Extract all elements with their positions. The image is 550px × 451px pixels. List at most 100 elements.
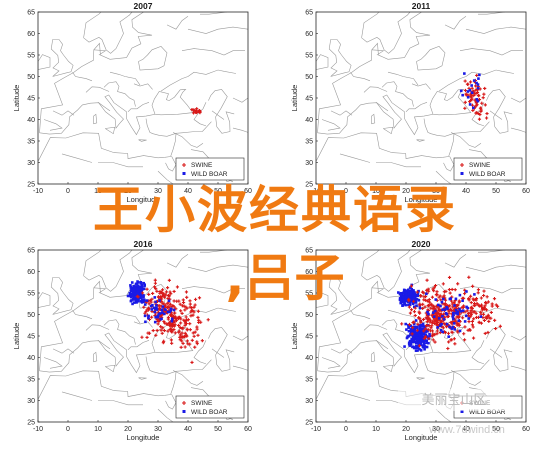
swine-marker	[470, 323, 475, 327]
wild-boar-marker	[446, 307, 449, 310]
y-tick-label: 25	[27, 420, 35, 427]
swine-marker	[183, 319, 187, 323]
swine-marker	[170, 330, 174, 334]
y-axis-label: Latitude	[12, 323, 21, 350]
wild-boar-marker	[405, 293, 408, 297]
swine-marker	[427, 337, 431, 341]
border-line	[157, 408, 174, 422]
swine-marker	[400, 322, 404, 326]
wild-boar-marker	[403, 289, 407, 292]
swine-marker	[172, 324, 176, 328]
swine-marker	[169, 338, 173, 342]
wild-boar-marker	[417, 298, 421, 302]
wild-boar-marker	[451, 317, 455, 321]
border-line	[61, 391, 93, 401]
wild-boar-marker	[452, 313, 455, 317]
y-tick-label: 35	[305, 139, 313, 146]
swine-marker	[429, 306, 433, 310]
wild-boar-marker	[167, 299, 171, 303]
swine-marker	[461, 316, 465, 320]
swine-marker	[486, 300, 490, 304]
x-tick-label: 20	[124, 426, 132, 433]
y-tick-label: 40	[27, 355, 35, 362]
swine-marker	[431, 304, 435, 308]
wild-boar-marker	[161, 311, 164, 315]
y-tick-label: 45	[305, 334, 313, 341]
legend-swine-label: SWINE	[191, 400, 213, 407]
swine-marker	[472, 93, 476, 98]
outbreak-markers	[126, 278, 210, 365]
wild-boar-marker	[133, 286, 137, 290]
swine-marker	[477, 320, 481, 324]
swine-marker	[423, 335, 428, 339]
swine-marker	[191, 331, 195, 335]
wild-boar-marker	[142, 298, 146, 301]
wild-boar-marker	[133, 298, 137, 301]
wild-boar-marker	[428, 334, 432, 338]
swine-marker	[463, 88, 468, 93]
swine-marker	[498, 324, 502, 328]
wild-boar-marker	[407, 303, 410, 307]
swine-marker	[435, 329, 439, 333]
swine-marker	[166, 329, 170, 333]
wild-boar-marker	[425, 292, 428, 296]
border-line	[330, 348, 353, 354]
swine-marker	[178, 333, 182, 337]
wild-boar-marker	[418, 333, 422, 337]
swine-marker	[449, 299, 454, 303]
wild-boar-marker	[162, 312, 166, 316]
swine-marker	[430, 295, 435, 299]
swine-marker	[408, 311, 413, 315]
swine-marker	[446, 346, 450, 351]
border-line	[459, 48, 523, 56]
wild-boar-marker	[409, 286, 412, 290]
wild-boar-marker	[421, 345, 425, 349]
border-line	[387, 309, 419, 324]
swine-marker	[474, 104, 478, 108]
wild-boar-marker	[419, 340, 423, 343]
border-line	[489, 110, 503, 120]
swine-marker	[192, 310, 196, 314]
swine-marker	[154, 333, 158, 337]
wild-boar-marker	[134, 290, 137, 293]
wild-boar-marker	[458, 293, 462, 297]
wild-boar-marker	[445, 312, 449, 316]
swine-marker	[487, 319, 491, 323]
y-tick-label: 65	[305, 10, 313, 17]
swine-marker	[196, 333, 200, 337]
swine-marker	[442, 294, 446, 298]
border-line	[172, 370, 204, 386]
wild-boar-marker	[129, 286, 133, 289]
outbreak-markers	[190, 107, 202, 115]
border-line	[98, 162, 143, 168]
swine-marker	[477, 97, 482, 102]
wild-boar-marker	[422, 342, 426, 346]
wild-boar-marker	[416, 293, 420, 297]
swine-marker	[196, 309, 200, 313]
border-line	[489, 348, 503, 358]
wild-boar-marker	[133, 301, 136, 304]
swine-marker	[428, 329, 433, 333]
swine-marker	[467, 328, 472, 332]
border-line	[465, 264, 526, 272]
wild-boar-marker	[131, 291, 135, 295]
wild-boar-marker	[409, 342, 413, 346]
border-line	[435, 170, 452, 184]
swine-marker	[168, 290, 172, 294]
swine-marker	[191, 313, 195, 317]
border-line	[83, 12, 133, 54]
wild-boar-marker	[419, 349, 423, 352]
swine-marker	[469, 300, 473, 305]
x-tick-label: 20	[402, 188, 410, 195]
map-panel-2020: -10 0 10 20 30 40 50 60 25 30 35 40 45 50 55 60 65 2020 Lo…	[290, 239, 530, 442]
border-line	[52, 110, 75, 116]
swine-marker	[199, 320, 203, 324]
border-line	[459, 286, 523, 294]
wild-boar-marker	[454, 311, 458, 315]
swine-marker	[168, 323, 172, 328]
wild-boar-marker	[441, 314, 444, 318]
border-line	[444, 254, 467, 268]
wild-boar-marker	[131, 287, 135, 290]
y-tick-label: 65	[27, 10, 35, 17]
wild-boar-marker	[410, 287, 413, 291]
